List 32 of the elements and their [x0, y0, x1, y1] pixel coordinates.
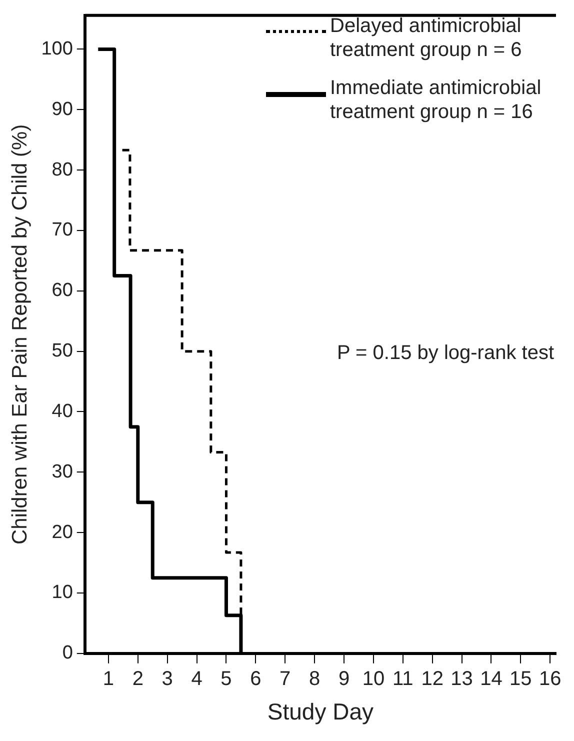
- x-tick-label: 4: [191, 668, 202, 690]
- y-tick-label: 20: [52, 522, 73, 543]
- x-tick-label: 16: [538, 668, 562, 690]
- x-tick-label: 1: [102, 668, 114, 690]
- x-axis-title: Study Day: [267, 698, 374, 725]
- x-tick-label: 5: [220, 668, 232, 690]
- x-tick-label: 13: [450, 668, 473, 690]
- x-tick-label: 15: [510, 668, 532, 690]
- x-tick-label: 12: [421, 668, 444, 690]
- x-tick-label: 11: [392, 668, 414, 690]
- y-tick-label: 50: [52, 340, 73, 362]
- x-tick-label: 3: [162, 668, 173, 690]
- y-tick-label: 80: [52, 159, 73, 180]
- x-tick-label: 6: [250, 668, 262, 690]
- y-tick-label: 70: [52, 220, 73, 241]
- y-tick-label: 10: [52, 582, 73, 604]
- x-tick-label: 7: [280, 668, 291, 690]
- legend-label: Immediate antimicrobial treatment group n = 16: [330, 76, 542, 124]
- x-tick-label: 8: [309, 668, 320, 690]
- y-axis-title: Children with Ear Pain Reported by Child (%): [8, 124, 32, 544]
- y-tick-label: 100: [41, 38, 73, 60]
- y-tick-label: 60: [52, 280, 73, 302]
- y-tick-label: 30: [52, 461, 73, 482]
- x-tick-label: 14: [480, 668, 502, 690]
- legend-label: Delayed antimicrobial treatment group n = 6: [330, 14, 523, 62]
- y-tick-label: 90: [52, 98, 73, 120]
- x-tick-label: 10: [362, 668, 385, 690]
- annotation: P = 0.15 by log-rank test: [337, 342, 554, 364]
- y-tick-label: 0: [62, 642, 73, 664]
- x-tick-label: 9: [338, 668, 350, 690]
- y-tick-label: 40: [52, 400, 73, 422]
- x-tick-label: 2: [132, 668, 144, 690]
